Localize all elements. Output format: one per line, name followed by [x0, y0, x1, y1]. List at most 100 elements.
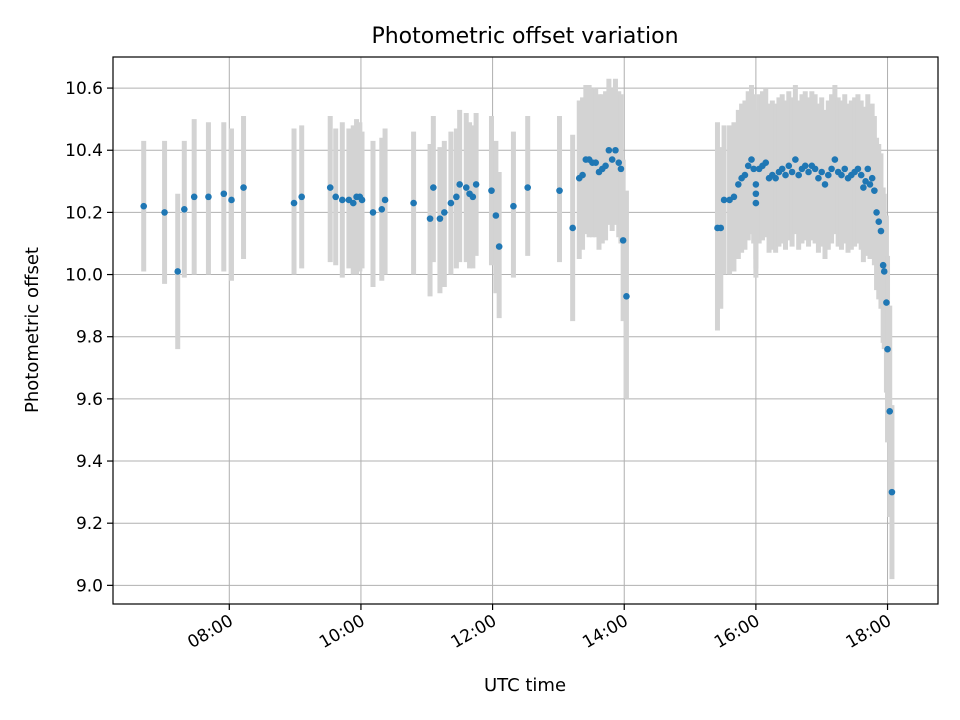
data-point — [220, 190, 228, 198]
data-point — [752, 199, 760, 207]
data-point — [495, 243, 503, 250]
x-tick-label: 16:00 — [711, 611, 763, 653]
data-point — [462, 184, 470, 191]
x-tick-label: 14:00 — [579, 611, 631, 653]
data-point — [608, 156, 616, 163]
y-tick-label: 10.6 — [65, 79, 103, 99]
x-tick-label: 12:00 — [448, 611, 500, 653]
data-point — [730, 193, 738, 201]
data-point — [592, 159, 600, 166]
data-point — [880, 268, 888, 275]
data-point — [205, 193, 212, 201]
data-point — [602, 162, 609, 170]
data-point — [469, 193, 477, 201]
data-point — [240, 184, 247, 191]
y-tick-label: 9.4 — [76, 452, 103, 472]
data-point — [349, 199, 357, 207]
data-point — [447, 199, 455, 207]
data-point — [472, 181, 480, 188]
data-point — [805, 168, 812, 176]
data-point — [720, 196, 728, 204]
data-point — [854, 165, 862, 173]
data-point — [748, 156, 755, 163]
y-tick-label: 9.8 — [76, 328, 103, 348]
data-point — [369, 209, 377, 216]
data-point — [174, 268, 182, 275]
y-tick-label: 10.4 — [65, 141, 103, 161]
y-tick-label: 10.0 — [65, 266, 103, 286]
data-point — [857, 171, 865, 179]
data-point — [426, 215, 434, 222]
data-point — [378, 205, 386, 213]
data-point — [181, 205, 188, 213]
data-point — [410, 199, 417, 207]
data-point — [556, 187, 563, 194]
data-point — [430, 184, 437, 191]
data-point — [811, 165, 819, 173]
data-point — [752, 181, 760, 188]
data-point — [488, 187, 495, 194]
data-point — [735, 181, 742, 188]
data-point — [785, 162, 793, 170]
data-point — [801, 162, 809, 170]
data-point — [617, 165, 625, 173]
data-point — [762, 159, 770, 166]
data-point — [741, 171, 749, 179]
data-point — [818, 168, 826, 176]
data-point — [298, 193, 305, 201]
data-point — [886, 408, 894, 415]
data-point — [788, 168, 796, 176]
data-point — [860, 184, 867, 191]
chart-title: Photometric offset variation — [371, 24, 678, 49]
data-point — [326, 184, 334, 191]
data-point — [436, 215, 444, 222]
data-point — [290, 199, 298, 207]
data-point — [717, 224, 725, 232]
data-point — [569, 224, 576, 232]
data-point — [492, 212, 500, 219]
data-point — [381, 196, 389, 204]
x-tick-label: 10:00 — [316, 611, 368, 653]
data-point — [456, 181, 463, 188]
data-point — [161, 209, 168, 216]
y-tick-label: 9.2 — [76, 514, 103, 534]
data-point — [795, 171, 802, 179]
data-point — [453, 193, 460, 201]
data-point — [338, 196, 346, 204]
data-point — [888, 488, 896, 496]
data-point — [615, 159, 623, 166]
y-tick-label: 9.6 — [76, 390, 103, 410]
data-point — [815, 174, 822, 182]
data-point — [744, 162, 752, 170]
data-point — [824, 171, 832, 179]
data-point — [866, 181, 874, 188]
data-point — [879, 261, 887, 269]
data-point — [877, 227, 885, 235]
data-point — [864, 165, 872, 173]
data-point — [332, 193, 340, 201]
data-point — [782, 171, 789, 179]
data-point — [623, 293, 630, 300]
data-point — [873, 209, 880, 216]
data-point — [838, 171, 845, 179]
x-tick-label: 08:00 — [184, 611, 236, 653]
data-point — [884, 345, 891, 353]
y-tick-label: 10.2 — [65, 203, 103, 223]
data-point — [875, 218, 883, 226]
data-point — [821, 181, 829, 188]
error-bars — [141, 78, 895, 580]
data-point — [612, 146, 619, 154]
data-point — [619, 237, 627, 244]
data-point — [190, 193, 198, 201]
data-points — [140, 146, 896, 496]
data-point — [140, 202, 148, 210]
x-axis-label: UTC time — [484, 675, 566, 696]
y-axis-label: Photometric offset — [22, 247, 43, 413]
plot-frame — [112, 56, 939, 605]
data-point — [752, 190, 760, 198]
data-point — [750, 165, 757, 173]
data-point — [772, 174, 779, 182]
data-point — [792, 156, 799, 163]
data-point — [441, 209, 448, 216]
